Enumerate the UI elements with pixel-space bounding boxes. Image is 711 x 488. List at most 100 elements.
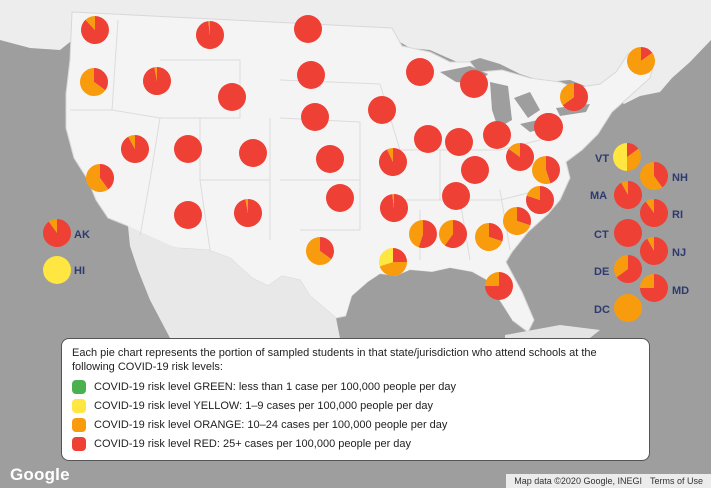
pie-slice-orange (128, 135, 135, 149)
pie-ia[interactable] (368, 96, 396, 124)
pie-ri[interactable] (640, 199, 669, 228)
pie-ut[interactable] (174, 135, 202, 163)
pie-ak[interactable] (43, 219, 72, 248)
pie-wi[interactable] (460, 70, 488, 98)
pie-slice-orange (392, 194, 394, 208)
pie-ny[interactable] (560, 83, 588, 111)
pie-or[interactable] (80, 68, 109, 96)
pie-slice-red (613, 181, 642, 210)
pie-ca[interactable] (86, 164, 115, 192)
pie-mi[interactable] (483, 121, 511, 149)
pie-slice-red (616, 255, 642, 284)
pie-id[interactable] (143, 67, 171, 95)
pie-nj[interactable] (640, 237, 668, 265)
pie-la[interactable] (379, 248, 407, 277)
pie-slice-red (43, 219, 72, 248)
google-logo[interactable]: Google (10, 465, 70, 484)
pie-slice-orange (503, 207, 531, 236)
pie-slice-orange (208, 21, 210, 35)
label-vt: VT (595, 153, 609, 165)
green-swatch (72, 380, 86, 394)
pie-de[interactable] (614, 255, 642, 284)
pie-va[interactable] (532, 156, 560, 184)
map-data-credit: Map data ©2020 Google, INEGI (514, 476, 642, 486)
pie-ok[interactable] (326, 184, 354, 212)
pie-slice-red (174, 201, 202, 229)
pie-co[interactable] (239, 139, 267, 167)
pie-slice-red (640, 199, 669, 228)
pie-mn[interactable] (406, 58, 434, 86)
pie-dc[interactable] (614, 294, 642, 322)
map-attribution: Map data ©2020 Google, INEGI Terms of Us… (506, 474, 711, 488)
gulf-water (340, 268, 512, 338)
pie-ga[interactable] (475, 223, 503, 252)
pie-wv[interactable] (506, 143, 535, 171)
pie-ks[interactable] (316, 145, 344, 173)
pie-slice-orange (526, 186, 540, 200)
pie-mo[interactable] (379, 148, 407, 177)
pie-ct[interactable] (614, 219, 642, 247)
pie-slice-red (100, 164, 115, 190)
pie-tn[interactable] (442, 182, 470, 210)
pie-ar[interactable] (380, 194, 409, 223)
pie-az[interactable] (174, 201, 202, 229)
pie-wa[interactable] (81, 16, 110, 44)
pie-slice-orange (640, 274, 654, 288)
pie-sd[interactable] (297, 61, 325, 89)
pie-slice-red (393, 248, 407, 262)
pie-slice-red (442, 182, 470, 210)
pie-ky[interactable] (461, 156, 489, 184)
pie-slice-orange (647, 237, 654, 251)
pie-ma[interactable] (613, 181, 642, 210)
pie-wy[interactable] (218, 83, 246, 111)
pie-nd[interactable] (294, 15, 322, 43)
pie-slice-yellow (613, 143, 627, 171)
pie-vt[interactable] (613, 143, 641, 171)
label-ct: CT (594, 229, 609, 241)
pie-slice-orange (532, 156, 551, 184)
pie-slice-orange (645, 199, 654, 213)
label-hi: HI (74, 265, 85, 277)
pie-il[interactable] (414, 125, 442, 153)
label-ak: AK (74, 229, 90, 241)
pie-slice-red (414, 125, 442, 153)
pie-mt[interactable] (195, 21, 224, 49)
pie-slice-red (380, 194, 409, 223)
pie-al[interactable] (439, 220, 467, 248)
pie-slice-red (301, 103, 329, 131)
pie-hi[interactable] (43, 256, 71, 284)
pie-nh[interactable] (640, 162, 668, 190)
pie-slice-orange (154, 67, 157, 81)
pie-slice-red (614, 219, 642, 247)
pie-slice-red (218, 83, 246, 111)
legend: Each pie chart represents the portion of… (61, 338, 650, 461)
pie-nc[interactable] (525, 186, 555, 215)
pie-slice-orange (86, 164, 109, 192)
pie-ms[interactable] (409, 220, 438, 249)
pie-slice-orange (439, 220, 453, 246)
pie-fl[interactable] (485, 272, 513, 300)
pie-pa[interactable] (535, 113, 563, 141)
pie-slice-red (239, 139, 267, 167)
pie-slice-orange (48, 219, 57, 233)
pie-ne[interactable] (301, 103, 329, 131)
pie-in[interactable] (445, 128, 473, 156)
pie-slice-orange (640, 162, 663, 190)
pie-me[interactable] (627, 47, 655, 75)
label-nj: NJ (672, 247, 686, 259)
legend-item-orange: COVID-19 risk level ORANGE: 10–24 cases … (72, 417, 639, 433)
pie-nm[interactable] (234, 199, 262, 227)
pie-sc[interactable] (503, 207, 532, 236)
legend-item-green: COVID-19 risk level GREEN: less than 1 c… (72, 379, 639, 395)
pie-slice-red (406, 58, 434, 86)
pie-slice-orange (627, 148, 641, 171)
pie-tx[interactable] (306, 237, 335, 265)
pie-slice-orange (508, 143, 520, 157)
pie-slice-orange (85, 16, 95, 30)
pie-slice-orange (485, 272, 499, 286)
pie-slice-red (326, 184, 354, 212)
pie-md[interactable] (640, 274, 668, 302)
pie-nv[interactable] (121, 135, 150, 163)
terms-link[interactable]: Terms of Use (649, 476, 703, 486)
